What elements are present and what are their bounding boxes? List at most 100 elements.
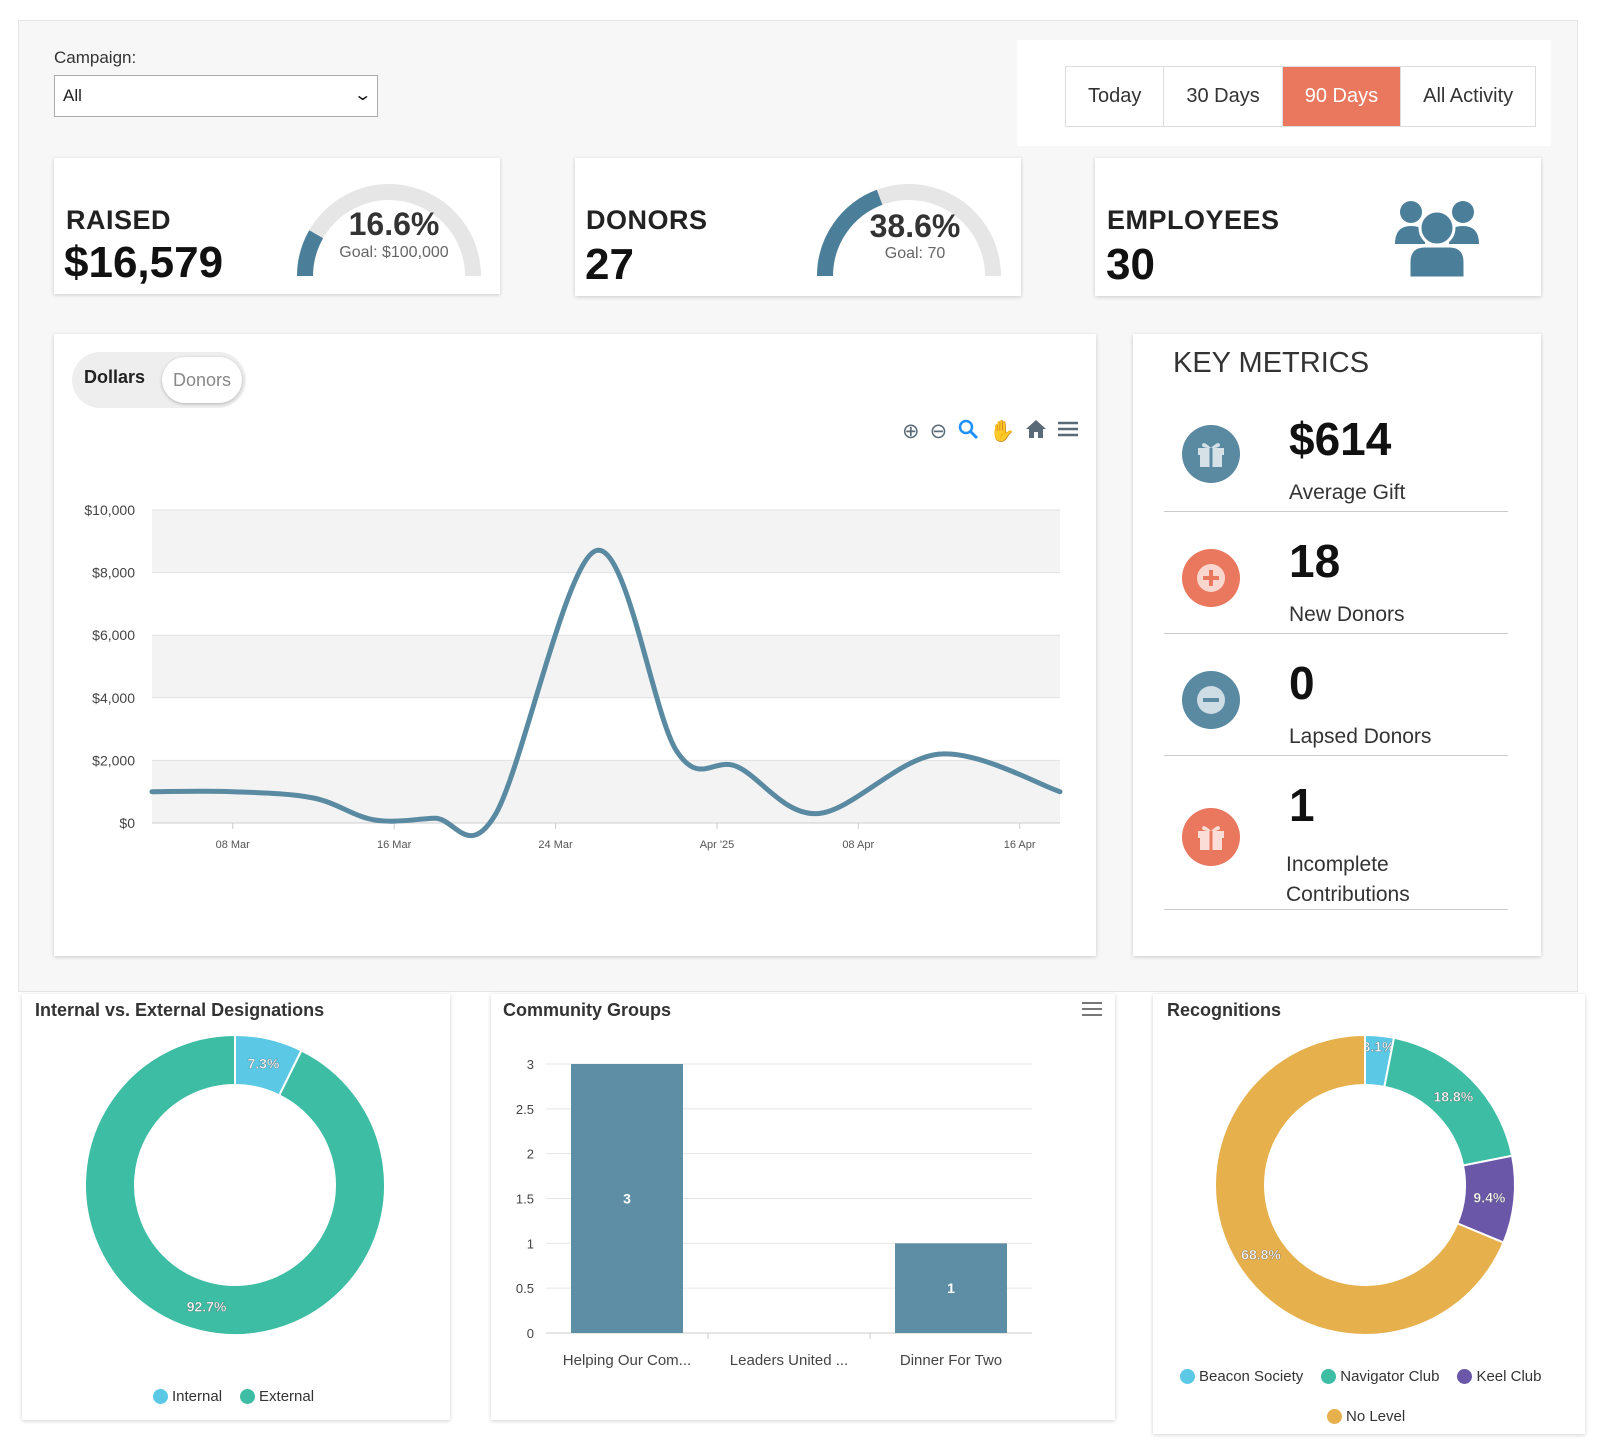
y-tick-label: $6,000	[92, 627, 135, 643]
pan-icon[interactable]: ✋	[989, 419, 1016, 443]
community-groups-bar-chart: 0 0.5 1 1.5 2 2.5 3 3 Helping Our Com... Leaders …	[516, 1057, 1032, 1369]
lapsed-donors-value: 0	[1289, 657, 1315, 709]
donut-data-label: 68.8%	[1241, 1246, 1281, 1262]
zoom-out-icon[interactable]: ⊖	[929, 419, 948, 443]
zoom-select-icon[interactable]	[957, 418, 979, 445]
new-donors-label: New Donors	[1289, 603, 1405, 626]
menu-icon[interactable]	[1081, 1000, 1103, 1018]
raised-value: $16,579	[64, 238, 224, 287]
y-tick-label: 1	[527, 1236, 534, 1251]
minus-circle-icon	[1182, 671, 1240, 729]
x-tick-label: 16 Apr	[1004, 839, 1036, 851]
donut-data-label: 9.4%	[1473, 1189, 1505, 1205]
zoom-in-icon[interactable]: ⊕	[902, 419, 920, 443]
series-line[interactable]	[149, 548, 1063, 839]
donut-data-label: 18.8%	[1433, 1089, 1473, 1105]
donors-gauge-fill	[817, 189, 883, 277]
lapsed-donors-label: Lapsed Donors	[1289, 725, 1432, 748]
raised-gauge-goal: Goal: $100,000	[339, 244, 449, 261]
legend-navigator-club[interactable]: Navigator Club	[1321, 1368, 1439, 1385]
bar-data-label: 1	[947, 1280, 955, 1296]
date-range-group: Today 30 Days 90 Days All Activity	[1065, 66, 1537, 127]
donut-slice[interactable]	[84, 1033, 386, 1336]
raised-title: RAISED	[66, 205, 172, 235]
campaign-select[interactable]: All ⌄	[54, 75, 378, 117]
range-90-days-button[interactable]: 90 Days	[1282, 67, 1402, 126]
y-tick-label: 3	[527, 1057, 534, 1072]
bar[interactable]	[571, 1064, 683, 1333]
raised-gauge	[297, 184, 481, 277]
incomplete-contributions-value: 1	[1289, 779, 1315, 831]
campaign-label: Campaign:	[54, 48, 137, 67]
recognitions-legend-row2: No Level	[1327, 1408, 1405, 1425]
metric-lapsed-donors: 0 Lapsed Donors	[1164, 644, 1508, 756]
donors-gauge	[817, 184, 1001, 277]
designations-legend: Internal External	[153, 1388, 314, 1405]
incomplete-contributions-label: Incomplete Contributions	[1286, 853, 1410, 906]
toggle-dollars[interactable]: Dollars	[84, 367, 146, 387]
x-tick-label: 08 Apr	[842, 839, 874, 851]
gift-icon	[1182, 425, 1240, 483]
legend-internal[interactable]: Internal	[153, 1388, 222, 1405]
y-tick-label: 0.5	[516, 1281, 534, 1296]
recognitions-donut: 3.1% 18.8% 9.4% 68.8%	[1214, 1033, 1516, 1336]
plot-band	[152, 510, 1060, 573]
bar-data-label: 3	[623, 1191, 631, 1207]
donut-data-label: 7.3%	[247, 1055, 279, 1071]
chevron-down-icon: ⌄	[352, 87, 372, 104]
x-tick-label: Apr '25	[700, 839, 735, 851]
raised-gauge-percent: 16.6%	[348, 206, 440, 242]
toggle-donors[interactable]: Donors	[162, 357, 242, 403]
y-tick-label: $2,000	[92, 752, 135, 768]
donut-slice[interactable]	[1214, 1033, 1505, 1336]
metric-average-gift: $614 Average Gift	[1164, 400, 1508, 512]
new-donors-value: 18	[1289, 535, 1341, 587]
key-metrics-title: KEY METRICS	[1173, 347, 1370, 379]
range-30-days-button[interactable]: 30 Days	[1164, 67, 1283, 126]
average-gift-label: Average Gift	[1289, 481, 1406, 504]
x-tick-label: Leaders United ...	[730, 1352, 848, 1369]
employees-title: EMPLOYEES	[1107, 205, 1280, 235]
metric-new-donors: 18 New Donors	[1164, 522, 1508, 634]
dollars-donors-toggle: Dollars Donors	[72, 352, 246, 408]
community-groups-title: Community Groups	[503, 1000, 672, 1020]
donut-data-label: 3.1%	[1363, 1039, 1395, 1055]
y-tick-label: 0	[527, 1326, 534, 1341]
users-icon	[1395, 201, 1479, 278]
reset-home-icon[interactable]	[1025, 419, 1047, 444]
y-tick-label: $0	[119, 815, 135, 831]
y-tick-label: $8,000	[92, 565, 135, 581]
x-tick-label: 24 Mar	[538, 839, 573, 851]
chart-toolbar: ⊕ ⊖ ✋	[902, 418, 1079, 445]
y-tick-label: 2	[527, 1147, 534, 1162]
plus-circle-icon	[1182, 549, 1240, 607]
range-today-button[interactable]: Today	[1066, 67, 1165, 126]
donations-line-chart: $10,000 $8,000 $6,000 $4,000 $2,000 $0 08 Mar 1…	[84, 502, 1063, 851]
donors-gauge-goal: Goal: 70	[884, 245, 946, 262]
plot-band	[152, 760, 1060, 823]
legend-beacon-society[interactable]: Beacon Society	[1180, 1368, 1303, 1385]
bar[interactable]	[895, 1243, 1007, 1333]
y-tick-label: 1.5	[516, 1192, 534, 1207]
x-tick-label: 16 Mar	[377, 839, 412, 851]
employees-value: 30	[1106, 240, 1155, 289]
range-all-activity-button[interactable]: All Activity	[1401, 67, 1536, 126]
recognitions-legend: Beacon Society Navigator Club Keel Club	[1180, 1368, 1542, 1385]
x-tick-label: Dinner For Two	[900, 1352, 1002, 1369]
campaign-select-value: All	[63, 86, 82, 105]
donors-value: 27	[585, 240, 634, 289]
x-tick-label: 08 Mar	[216, 839, 251, 851]
donut-data-label: 92.7%	[187, 1299, 227, 1315]
legend-keel-club[interactable]: Keel Club	[1457, 1368, 1542, 1385]
menu-icon[interactable]	[1057, 420, 1079, 443]
raised-gauge-fill	[297, 230, 324, 277]
legend-external[interactable]: External	[240, 1388, 314, 1405]
x-tick-label: Helping Our Com...	[563, 1352, 691, 1369]
gift-icon	[1182, 808, 1240, 866]
raised-card	[54, 158, 500, 294]
legend-no-level[interactable]: No Level	[1327, 1408, 1405, 1425]
metric-incomplete-contributions: 1 Incomplete Contributions	[1164, 766, 1508, 910]
donors-card	[575, 158, 1021, 296]
y-tick-label: 2.5	[516, 1102, 534, 1117]
designations-title: Internal vs. External Designations	[35, 1000, 325, 1020]
